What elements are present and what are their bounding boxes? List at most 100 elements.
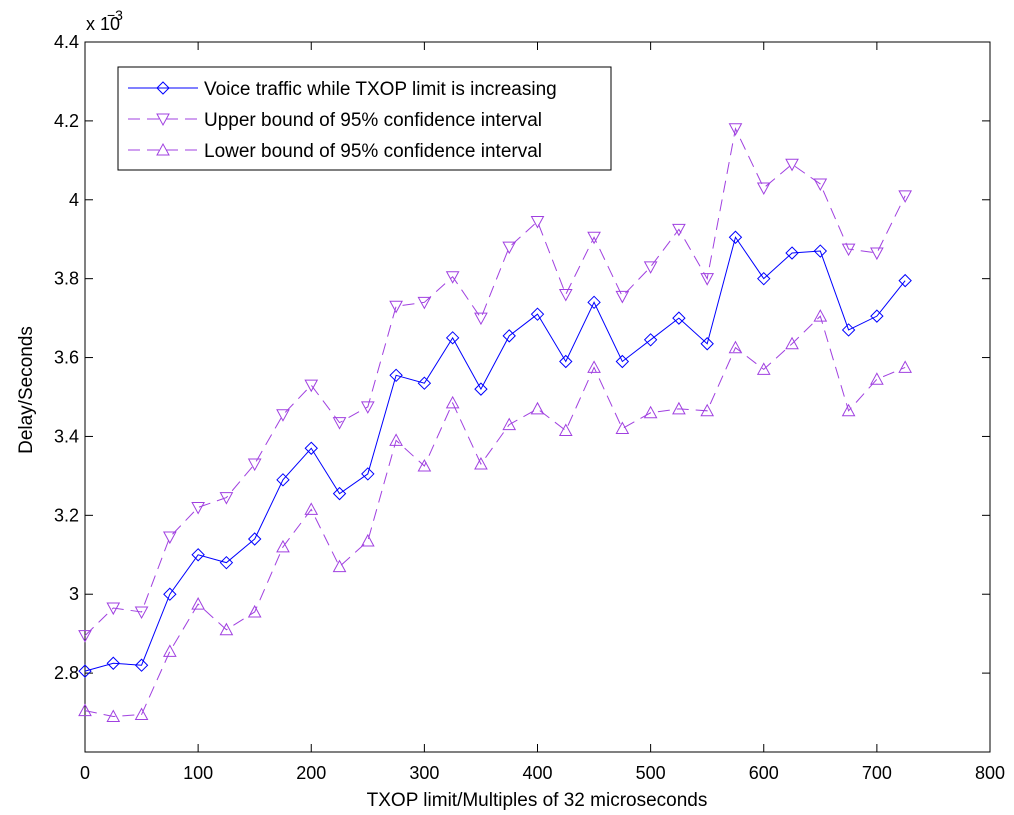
data-point (530, 401, 545, 415)
series-line (84, 315, 906, 718)
data-point (191, 597, 205, 610)
data-point (502, 329, 516, 343)
data-point (445, 271, 460, 284)
data-point (106, 709, 121, 722)
data-point (587, 231, 601, 245)
y-tick-label: 4.4 (54, 32, 79, 52)
data-point (247, 532, 262, 546)
data-point (672, 401, 686, 415)
legend-entry: Lower bound of 95% confidence interval (204, 141, 542, 162)
data-point (587, 295, 601, 310)
data-point (106, 602, 121, 616)
data-point (700, 273, 715, 286)
data-point (389, 300, 403, 314)
data-point (756, 362, 771, 375)
x-tick-label: 100 (183, 763, 213, 783)
data-point (558, 423, 573, 437)
data-point (672, 223, 686, 237)
y-tick-label: 3.4 (54, 426, 79, 446)
x-axis-label: TXOP limit/Multiples of 32 microseconds (367, 790, 708, 811)
x-tick-label: 500 (636, 763, 666, 783)
data-point (389, 368, 403, 383)
series-2 (78, 123, 912, 643)
data-point (445, 331, 460, 345)
x-axis-ticks: 0 100 200 300 400 500 600 700 800 (80, 42, 1005, 783)
data-point (219, 555, 234, 570)
y-axis-multiplier-base: x 10 (86, 14, 120, 34)
data-point (134, 658, 149, 672)
data-point (898, 273, 912, 288)
data-point (134, 707, 149, 721)
data-point (502, 417, 517, 431)
legend: Voice traffic while TXOP limit is increa… (117, 66, 612, 171)
data-point (304, 379, 319, 393)
data-point (643, 405, 658, 419)
data-point (276, 473, 290, 487)
legend-marker (156, 142, 170, 156)
data-point (502, 241, 517, 255)
legend-marker (156, 113, 170, 127)
data-point (785, 158, 799, 172)
series-1 (78, 230, 912, 678)
data-point (898, 360, 912, 373)
data-point (389, 433, 403, 446)
data-point (247, 604, 262, 618)
data-point (78, 664, 92, 678)
y-tick-label: 4.2 (54, 111, 79, 131)
y-tick-label: 3.6 (54, 348, 79, 368)
data-point (785, 246, 799, 260)
data-point (134, 606, 149, 620)
data-point (304, 441, 318, 455)
data-point (276, 539, 290, 553)
legend-entry: Upper bound of 95% confidence interval (204, 110, 542, 131)
data-point (757, 271, 771, 286)
data-point (276, 409, 290, 422)
data-point (785, 336, 799, 350)
x-tick-label: 200 (296, 763, 326, 783)
data-point (163, 531, 177, 545)
data-point (417, 296, 432, 310)
x-tick-label: 400 (522, 763, 552, 783)
data-point (728, 230, 743, 244)
data-point (445, 395, 460, 409)
series-3 (78, 309, 912, 722)
data-point (898, 190, 912, 203)
data-point (643, 333, 658, 347)
data-point (700, 337, 714, 351)
x-tick-label: 300 (409, 763, 439, 783)
data-point (530, 215, 545, 229)
data-point (558, 288, 573, 302)
data-point (191, 501, 205, 515)
legend-marker (156, 81, 170, 95)
data-point (841, 323, 856, 337)
data-point (474, 382, 488, 396)
data-point (870, 309, 884, 323)
data-point (813, 309, 828, 322)
data-point (361, 467, 375, 481)
x-tick-label: 0 (80, 763, 90, 783)
y-axis-ticks: 2.8 3 3.2 3.4 3.6 3.8 4 4.2 4.4 (54, 32, 990, 683)
data-point (106, 656, 120, 670)
data-point (728, 340, 743, 354)
data-point (870, 247, 884, 261)
data-point (841, 243, 856, 257)
data-point (672, 311, 686, 325)
data-point (332, 417, 347, 430)
data-point (304, 502, 319, 515)
data-point (870, 372, 884, 385)
data-point (219, 622, 234, 636)
data-point (756, 182, 771, 195)
data-point (700, 403, 715, 417)
legend-box (117, 66, 612, 171)
data-point (813, 244, 828, 258)
data-point (728, 123, 743, 136)
data-point (587, 360, 601, 373)
data-point (417, 458, 432, 472)
data-point (417, 376, 432, 390)
series-line (84, 127, 906, 636)
x-tick-label: 800 (975, 763, 1005, 783)
y-axis-multiplier-exponent: −3 (107, 7, 123, 23)
y-tick-label: 3.2 (54, 505, 79, 525)
data-point (813, 178, 828, 192)
